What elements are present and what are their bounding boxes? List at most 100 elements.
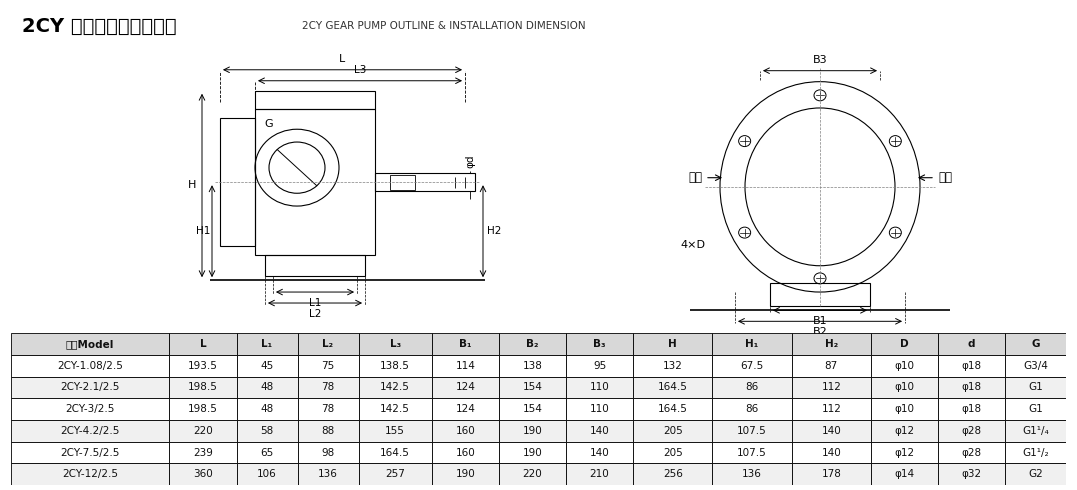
Bar — [712, 355, 792, 377]
Bar — [633, 464, 712, 485]
Text: 140: 140 — [589, 447, 610, 458]
Bar — [499, 464, 565, 485]
Text: L3: L3 — [354, 65, 366, 75]
Bar — [1005, 377, 1066, 398]
Text: 164.5: 164.5 — [658, 404, 687, 414]
Text: φ10: φ10 — [895, 404, 914, 414]
Bar — [359, 377, 432, 398]
Text: 190: 190 — [522, 426, 543, 436]
Text: G1¹/₄: G1¹/₄ — [1022, 426, 1049, 436]
Text: 140: 140 — [822, 426, 841, 436]
Bar — [237, 420, 297, 441]
Bar — [871, 420, 938, 441]
Bar — [297, 355, 359, 377]
Text: 98: 98 — [321, 447, 335, 458]
Text: 75: 75 — [321, 361, 335, 371]
Text: B3: B3 — [813, 55, 827, 65]
Text: 154: 154 — [522, 404, 543, 414]
Text: 140: 140 — [589, 426, 610, 436]
Bar — [169, 398, 237, 420]
Bar — [499, 355, 565, 377]
Bar — [938, 464, 1005, 485]
Text: φ10: φ10 — [895, 383, 914, 392]
Bar — [11, 333, 169, 355]
Text: G1¹/₂: G1¹/₂ — [1022, 447, 1049, 458]
Bar — [11, 420, 169, 441]
Text: φ18: φ18 — [962, 404, 982, 414]
Bar — [499, 398, 565, 420]
Bar — [432, 464, 499, 485]
Bar — [792, 464, 871, 485]
Bar — [499, 441, 565, 464]
Bar — [297, 377, 359, 398]
Text: 110: 110 — [589, 404, 610, 414]
Text: 193.5: 193.5 — [188, 361, 218, 371]
Text: 2CY-3/2.5: 2CY-3/2.5 — [66, 404, 115, 414]
Text: 138.5: 138.5 — [380, 361, 410, 371]
Bar — [938, 377, 1005, 398]
Bar — [871, 441, 938, 464]
Text: 124: 124 — [456, 383, 475, 392]
Text: 出口: 出口 — [688, 171, 702, 184]
Text: 142.5: 142.5 — [380, 404, 410, 414]
Bar — [565, 398, 633, 420]
Bar — [871, 464, 938, 485]
Bar — [565, 355, 633, 377]
Text: G1: G1 — [1029, 383, 1044, 392]
Text: 257: 257 — [386, 469, 405, 479]
Bar — [169, 420, 237, 441]
Bar — [565, 333, 633, 355]
Bar — [770, 283, 870, 306]
Text: 140: 140 — [822, 447, 841, 458]
Bar — [871, 355, 938, 377]
Bar — [237, 398, 297, 420]
Text: 67.5: 67.5 — [740, 361, 764, 371]
Text: L1: L1 — [309, 297, 321, 308]
Text: 2CY-7.5/2.5: 2CY-7.5/2.5 — [60, 447, 120, 458]
Bar — [169, 333, 237, 355]
Bar — [712, 398, 792, 420]
Text: 178: 178 — [822, 469, 841, 479]
Text: 164.5: 164.5 — [658, 383, 687, 392]
Bar — [255, 109, 375, 255]
Text: G2: G2 — [1029, 469, 1044, 479]
Text: 86: 86 — [745, 404, 758, 414]
Text: L₁: L₁ — [262, 339, 272, 349]
Bar — [499, 420, 565, 441]
Text: 65: 65 — [261, 447, 274, 458]
Bar — [432, 420, 499, 441]
Text: 2CY-12/2.5: 2CY-12/2.5 — [62, 469, 118, 479]
Text: H2: H2 — [487, 226, 502, 236]
Text: H1: H1 — [196, 226, 210, 236]
Text: 58: 58 — [261, 426, 274, 436]
Bar — [432, 377, 499, 398]
Bar — [297, 333, 359, 355]
Bar — [390, 175, 415, 190]
Bar — [220, 118, 255, 246]
Bar — [265, 255, 365, 275]
Text: 142.5: 142.5 — [380, 383, 410, 392]
Bar — [1005, 333, 1066, 355]
Bar — [359, 355, 432, 377]
Bar — [1005, 420, 1066, 441]
Text: 87: 87 — [825, 361, 838, 371]
Text: 124: 124 — [456, 404, 475, 414]
Bar — [375, 173, 475, 192]
Text: 48: 48 — [261, 383, 274, 392]
Text: 155: 155 — [386, 426, 405, 436]
Bar — [297, 398, 359, 420]
Bar — [792, 441, 871, 464]
Text: φ28: φ28 — [962, 426, 982, 436]
Text: 2CY-1.08/2.5: 2CY-1.08/2.5 — [57, 361, 123, 371]
Bar — [792, 420, 871, 441]
Bar — [11, 464, 169, 485]
Bar — [237, 355, 297, 377]
Text: 4×D: 4×D — [680, 240, 705, 250]
Bar — [1005, 464, 1066, 485]
Bar — [1005, 355, 1066, 377]
Text: B1: B1 — [813, 316, 827, 326]
Text: 132: 132 — [662, 361, 683, 371]
Bar — [938, 420, 1005, 441]
Text: H₁: H₁ — [745, 339, 758, 349]
Bar — [871, 398, 938, 420]
